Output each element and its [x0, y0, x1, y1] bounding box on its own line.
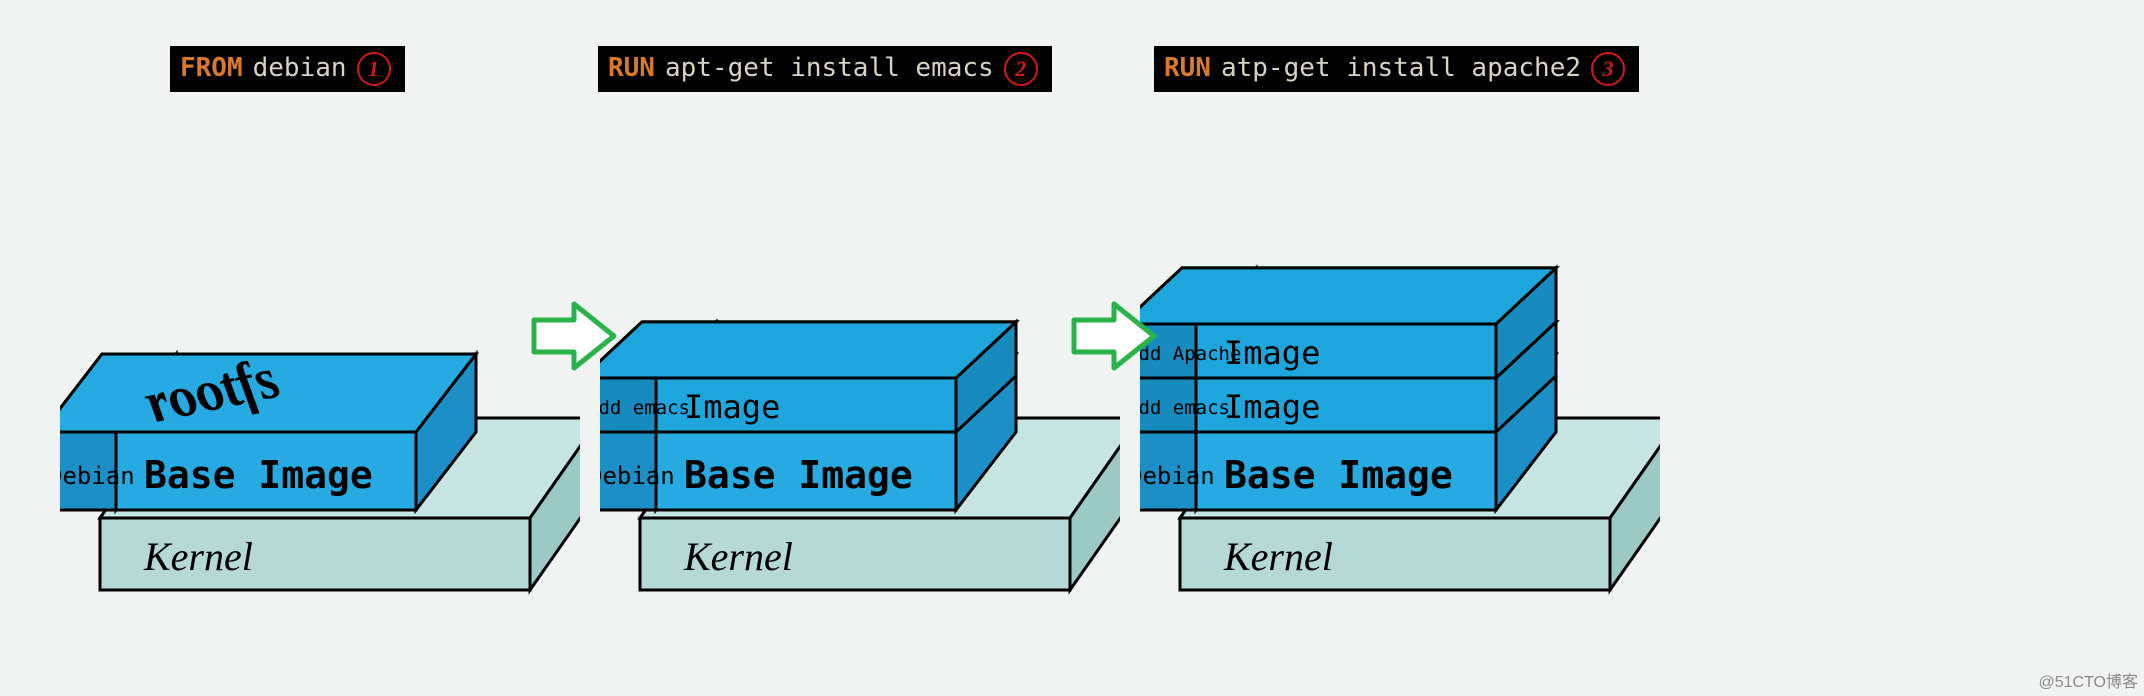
code-text: apt-get install emacs — [665, 53, 994, 84]
code-text: atp-get install apache2 — [1221, 53, 1581, 84]
svg-text:Image: Image — [1224, 334, 1320, 372]
svg-text:Base Image: Base Image — [1224, 453, 1453, 497]
code-keyword: RUN — [608, 53, 655, 84]
code-label-1: FROM debian 1 — [170, 46, 405, 92]
code-text: debian — [253, 53, 347, 84]
code-keyword: FROM — [180, 53, 243, 84]
svg-text:Kernel: Kernel — [1223, 534, 1333, 579]
arrow-icon — [1070, 296, 1160, 376]
stage-1: bootfsKernelrootfsDebianBase Image — [60, 120, 580, 680]
code-label-2: RUN apt-get install emacs 2 — [598, 46, 1052, 92]
svg-text:add emacs: add emacs — [600, 397, 690, 419]
arrow-1 — [530, 296, 620, 376]
svg-text:add emacs: add emacs — [1140, 397, 1230, 419]
svg-text:Debian: Debian — [1140, 462, 1215, 490]
svg-text:Kernel: Kernel — [143, 534, 253, 579]
step-badge-1: 1 — [357, 52, 391, 86]
diagram-svg-1: bootfsKernelrootfsDebianBase Image — [60, 120, 580, 680]
diagram-svg-3: bootfsKernelDebianBase Imageadd emacsIma… — [1140, 120, 1660, 680]
code-keyword: RUN — [1164, 53, 1211, 84]
arrow-2 — [1070, 296, 1160, 376]
svg-text:Debian: Debian — [60, 462, 135, 490]
step-badge-2: 2 — [1004, 52, 1038, 86]
svg-text:Kernel: Kernel — [683, 534, 793, 579]
stage-3: bootfsKernelDebianBase Imageadd emacsIma… — [1140, 120, 1660, 680]
watermark: @51CTO博客 — [2038, 668, 2138, 692]
diagram-svg-2: bootfsKernelDebianBase Imageadd emacsIma… — [600, 120, 1120, 680]
arrow-icon — [530, 296, 620, 376]
step-badge-3: 3 — [1591, 52, 1625, 86]
svg-text:Base Image: Base Image — [144, 453, 373, 497]
svg-text:Image: Image — [1224, 388, 1320, 426]
svg-text:Image: Image — [684, 388, 780, 426]
code-label-3: RUN atp-get install apache2 3 — [1154, 46, 1639, 92]
stage-2: bootfsKernelDebianBase Imageadd emacsIma… — [600, 120, 1120, 680]
svg-text:Debian: Debian — [600, 462, 675, 490]
svg-text:Base Image: Base Image — [684, 453, 913, 497]
